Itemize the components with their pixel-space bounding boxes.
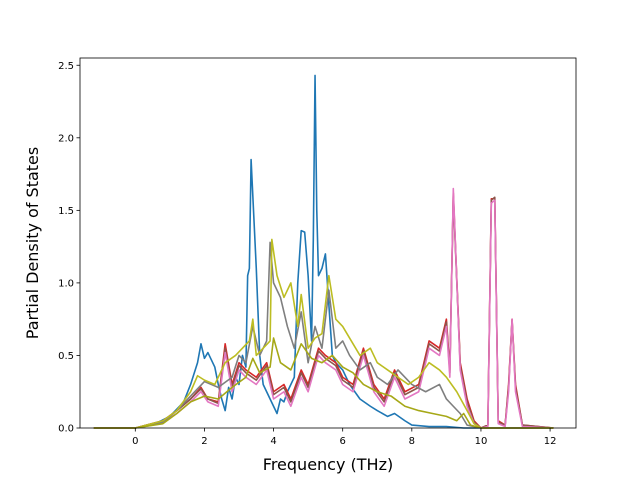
- x-tick-label: 12: [544, 436, 557, 447]
- x-tick-label: 8: [409, 436, 415, 447]
- x-axis-ticks: 0 2 4 6 8 10 12: [132, 428, 556, 447]
- x-tick-label: 4: [270, 436, 276, 447]
- x-tick-label: 2: [201, 436, 207, 447]
- y-tick-label: 0.5: [58, 351, 74, 362]
- y-tick-label: 1.0: [58, 278, 74, 289]
- series-layer: [93, 74, 554, 429]
- x-tick-label: 6: [340, 436, 346, 447]
- series-line-2: [93, 192, 554, 429]
- series-line-1: [93, 74, 554, 429]
- y-tick-label: 0.0: [58, 424, 74, 435]
- y-tick-label: 1.5: [58, 206, 74, 217]
- x-tick-label: 0: [132, 436, 138, 447]
- series-line-3: [93, 195, 554, 429]
- x-axis-label: Frequency (THz): [263, 455, 393, 474]
- series-line-7: [93, 337, 554, 429]
- x-tick-label: 10: [475, 436, 488, 447]
- y-tick-label: 2.0: [58, 133, 74, 144]
- axes-frame: [79, 57, 577, 429]
- y-axis-label: Partial Density of States: [23, 147, 42, 339]
- series-line-5: [93, 241, 554, 429]
- y-axis-ticks: 0.0 0.5 1.0 1.5 2.0 2.5: [58, 61, 80, 435]
- y-tick-label: 2.5: [58, 61, 74, 72]
- series-line-4: [93, 187, 554, 429]
- series-line-6: [93, 238, 554, 429]
